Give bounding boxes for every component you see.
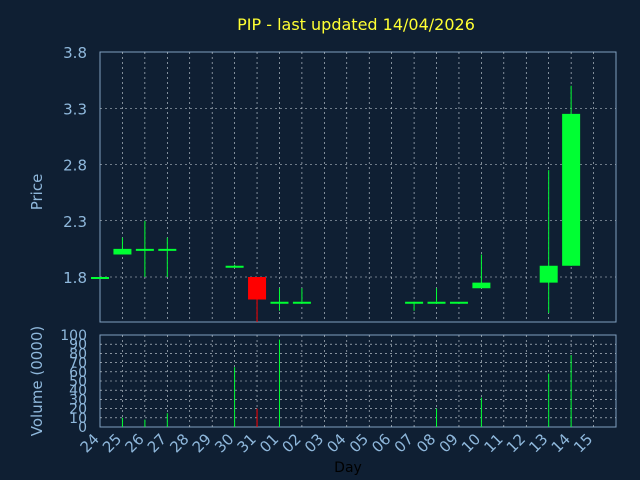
volume-plot-area: [99, 334, 617, 428]
candle: [427, 288, 446, 304]
candle: [135, 220, 154, 277]
volume-tick-label: 60: [69, 365, 87, 381]
volume-tick-label: 20: [69, 402, 87, 418]
candle-body: [449, 301, 468, 304]
candles: [91, 85, 581, 322]
candle: [449, 301, 468, 304]
price-tick-label: 1.8: [63, 269, 87, 287]
candle: [91, 277, 109, 279]
candle: [539, 170, 558, 313]
volume-tick-label: 70: [69, 356, 87, 372]
volume-tick-label: 30: [69, 392, 87, 408]
volume-tick-label: 0: [78, 420, 87, 436]
chart-title: PIP - last updated 14/04/2026: [237, 15, 475, 34]
candle: [472, 254, 491, 289]
candle: [292, 288, 311, 304]
candle-body: [248, 277, 267, 300]
volume-tick-label: 80: [69, 346, 87, 362]
candle: [248, 277, 267, 322]
price-tick-label: 2.3: [63, 213, 87, 231]
candle-body: [158, 248, 177, 251]
candle: [225, 264, 244, 268]
candle-body: [225, 265, 244, 268]
volume-tick-label: 90: [69, 337, 87, 353]
x-axis-label: Day: [334, 460, 362, 476]
volume-tick-label: 100: [60, 328, 87, 344]
candle-body: [113, 248, 132, 255]
candle: [158, 237, 177, 277]
price-tick-labels: 1.8 2.3 2.8 3.3 3.8: [63, 44, 87, 287]
candle-body: [292, 301, 311, 304]
candle-body: [539, 265, 558, 283]
x-tick-labels: 2425262728293031010203040506070809101112…: [77, 430, 597, 456]
price-tick-label: 2.8: [63, 157, 87, 175]
volume-axis-label: Volume (0000): [28, 326, 46, 436]
candle-body: [91, 277, 109, 279]
grid: [100, 52, 616, 427]
candle-body: [135, 248, 154, 251]
candle-body: [472, 282, 491, 289]
price-tick-label: 3.8: [63, 44, 87, 62]
volume-tick-label: 40: [69, 383, 87, 399]
price-plot-area: [99, 51, 617, 323]
candle-body: [405, 301, 424, 304]
candle-body: [270, 301, 289, 304]
volume-bars: [121, 339, 572, 427]
volume-tick-label: 10: [69, 411, 87, 427]
candle-body: [562, 113, 581, 266]
candle-body: [427, 301, 446, 304]
candle: [113, 237, 132, 255]
candle: [405, 301, 424, 311]
candle: [270, 288, 289, 311]
price-axis-label: Price: [28, 174, 46, 211]
volume-tick-label: 50: [69, 374, 87, 390]
x-tick-label: 15: [570, 430, 596, 456]
price-tick-label: 3.3: [63, 100, 87, 118]
candle: [562, 85, 581, 266]
